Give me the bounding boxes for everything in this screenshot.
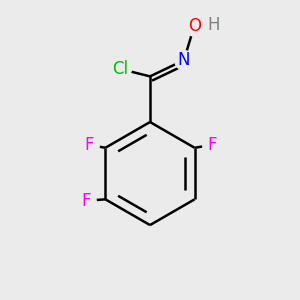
Text: O: O xyxy=(188,17,201,35)
Text: F: F xyxy=(84,136,94,154)
Text: H: H xyxy=(207,16,220,34)
Text: F: F xyxy=(82,192,91,210)
Text: N: N xyxy=(178,51,190,69)
Text: Cl: Cl xyxy=(112,60,129,78)
Text: F: F xyxy=(208,136,217,154)
